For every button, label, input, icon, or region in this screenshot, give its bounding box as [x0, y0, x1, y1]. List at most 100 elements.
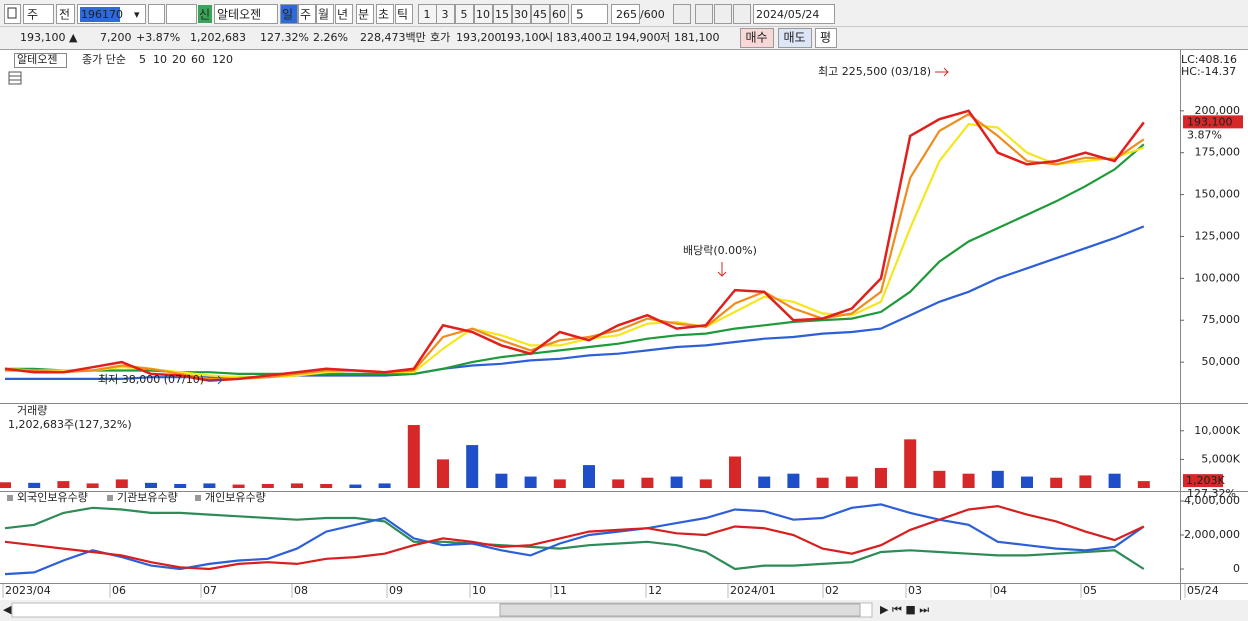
label: 2024/01: [730, 584, 776, 597]
button[interactable]: [493, 4, 512, 24]
button[interactable]: [740, 28, 774, 48]
volume-bar: [1021, 476, 1033, 488]
button[interactable]: [455, 4, 474, 24]
button[interactable]: [531, 4, 550, 24]
button[interactable]: [550, 4, 569, 24]
label: 02: [825, 584, 839, 597]
button[interactable]: [166, 4, 197, 24]
label: 2.26%: [313, 31, 348, 44]
label: 10: [476, 8, 490, 21]
scroll-left[interactable]: ◀: [3, 603, 12, 616]
button[interactable]: [611, 4, 640, 24]
label: 배당락(0.00%): [683, 244, 757, 257]
label: 외국인보유수량: [17, 491, 88, 504]
volume-bar: [1137, 481, 1150, 488]
series-line: [4, 503, 1145, 576]
volume-bar: [0, 482, 11, 488]
label: 175,000: [1195, 146, 1241, 159]
volume-bar: [699, 479, 712, 488]
label: 183,400: [556, 31, 602, 44]
button[interactable]: [56, 4, 75, 24]
table-icon[interactable]: [8, 71, 22, 85]
label: 신: [199, 8, 210, 22]
volume-bar: [203, 483, 216, 488]
button[interactable]: [571, 4, 608, 24]
label: 194,900: [615, 31, 661, 44]
label: 시: [543, 31, 553, 44]
button[interactable]: [815, 28, 837, 48]
label: 최저 38,000 (07/10): [98, 373, 204, 386]
label: 분: [358, 8, 369, 22]
label: 45: [533, 8, 547, 21]
label: 알테오젠: [17, 52, 57, 66]
label: 틱: [397, 8, 408, 22]
button[interactable]: [23, 4, 54, 24]
series-line: [4, 504, 1145, 571]
label: 265: [616, 8, 637, 21]
button[interactable]: [436, 4, 455, 24]
button[interactable]: [512, 4, 531, 24]
dropdown-arrow: ▾: [134, 8, 140, 21]
label: 127.32%: [260, 31, 309, 44]
label: 12: [648, 584, 662, 597]
series-line: [5, 112, 1145, 380]
button[interactable]: [316, 4, 334, 24]
volume-bar: [378, 483, 391, 488]
scrollbar-thumb[interactable]: [499, 603, 861, 617]
button[interactable]: [356, 4, 374, 24]
button[interactable]: [695, 4, 713, 24]
label: 150,000: [1195, 188, 1241, 201]
button[interactable]: [778, 28, 812, 48]
volume-bar: [349, 484, 362, 488]
button[interactable]: [395, 4, 413, 24]
label: 193,100 ▲: [20, 31, 78, 44]
label: 월: [318, 8, 329, 22]
label: 5: [139, 53, 146, 66]
volume-bar: [933, 470, 946, 488]
label: 최고 225,500 (03/18): [818, 65, 931, 78]
label: 0: [1233, 562, 1240, 575]
series-line: [4, 109, 1145, 382]
button[interactable]: [280, 4, 298, 24]
label: 개인보유수량: [205, 491, 266, 504]
label: 07: [203, 584, 217, 597]
label: 5: [461, 8, 468, 21]
volume-bar: [1108, 473, 1121, 488]
volume-bar: [845, 476, 858, 488]
volume-bar: [407, 425, 420, 488]
label: LC:408.16: [1181, 53, 1237, 66]
label: 년: [337, 8, 348, 22]
volume-bar: [524, 476, 537, 488]
button[interactable]: [4, 4, 21, 24]
button[interactable]: [474, 4, 493, 24]
volume-bar: [174, 483, 187, 488]
label: 60: [552, 8, 566, 21]
button[interactable]: [714, 4, 732, 24]
button[interactable]: [733, 4, 751, 24]
volume-bar: [437, 459, 449, 488]
button[interactable]: [298, 4, 316, 24]
button[interactable]: [335, 4, 353, 24]
label: 120: [212, 53, 233, 66]
label: 종가 단순: [82, 53, 126, 66]
label: 09: [389, 584, 403, 597]
legend-marker: [107, 495, 113, 501]
button[interactable]: [753, 4, 835, 24]
label: 1: [424, 8, 431, 21]
button[interactable]: [148, 4, 165, 24]
volume-bar: [641, 477, 654, 488]
label: 거래량: [17, 404, 47, 417]
label: 10,000K: [1194, 424, 1240, 437]
label: 75,000: [1202, 313, 1241, 326]
label: 193,100: [1187, 115, 1233, 128]
volume-bar: [816, 477, 829, 488]
label: 매도: [783, 31, 805, 45]
scroll-controls[interactable]: ▶ ⏮ ■ ⏭: [880, 603, 929, 616]
button[interactable]: [376, 4, 394, 24]
button[interactable]: [214, 4, 278, 24]
label: 127,32%: [1187, 487, 1236, 500]
series-line: [4, 123, 1145, 379]
button[interactable]: [673, 4, 691, 24]
label: 1,203K: [1186, 474, 1225, 487]
